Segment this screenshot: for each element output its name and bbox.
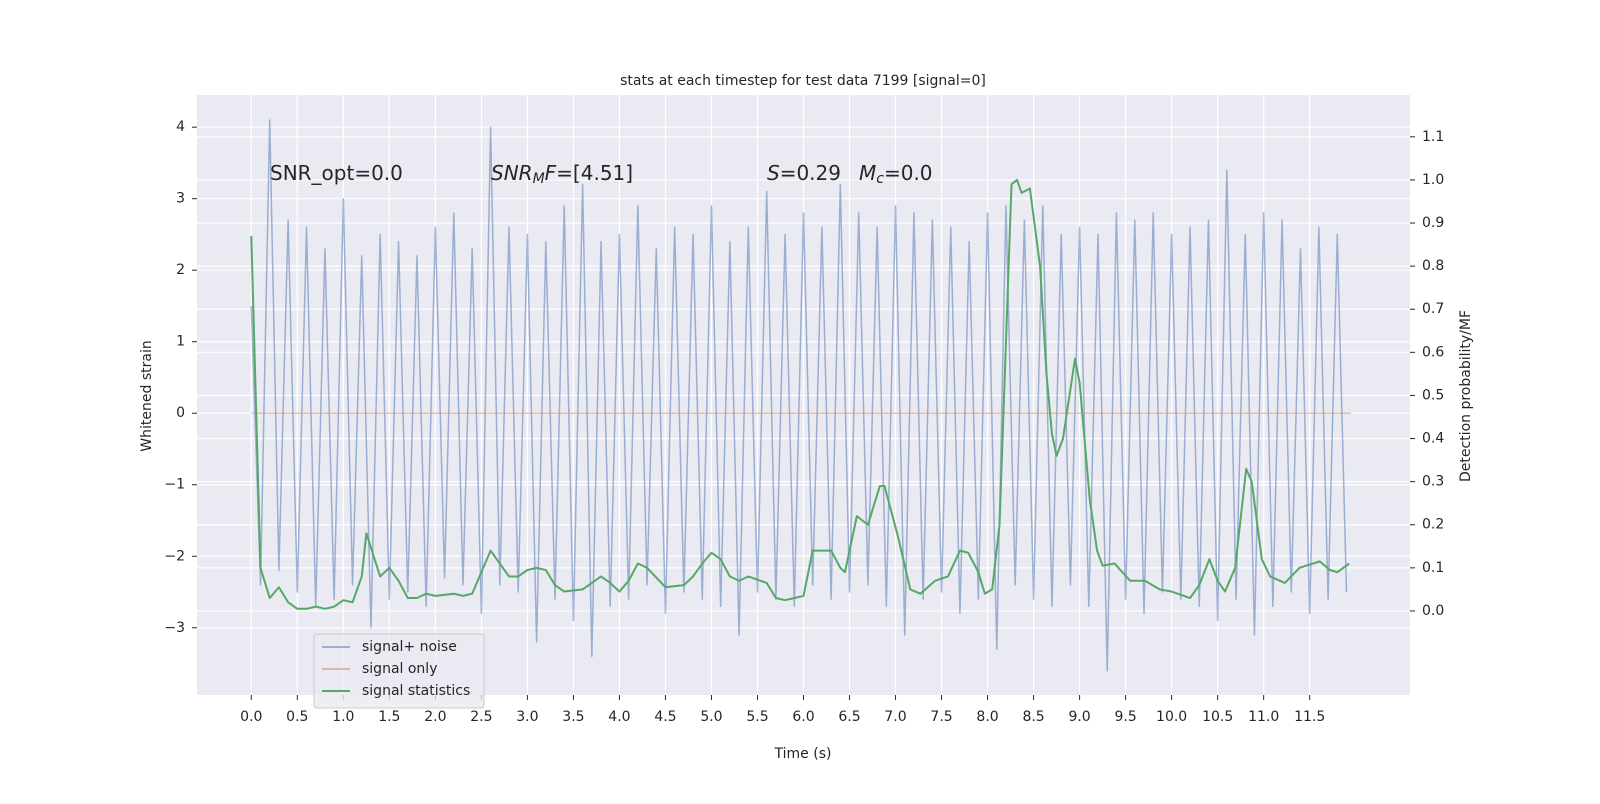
x-axis-label: Time (s) xyxy=(774,746,832,762)
y2-tick-label: 0.7 xyxy=(1422,301,1444,317)
legend-label: signal statistics xyxy=(362,683,470,699)
chart-title: stats at each timestep for test data 719… xyxy=(620,73,986,89)
annotation-sub: M xyxy=(533,171,545,187)
y-tick-label: −1 xyxy=(164,477,185,493)
y2-tick-label: 0.6 xyxy=(1422,344,1444,360)
x-tick-label: 1.5 xyxy=(378,709,400,725)
y-tick-label: 0 xyxy=(176,405,185,421)
x-tick-label: 2.5 xyxy=(470,709,492,725)
series-line xyxy=(250,119,1348,672)
annotation-text: SNR_opt=0.0 xyxy=(270,161,403,185)
annotation-text: F xyxy=(545,161,557,185)
y2-tick-label: 1.0 xyxy=(1422,172,1444,188)
y-tick-label: 4 xyxy=(176,119,185,135)
x-tick-label: 9.5 xyxy=(1114,709,1136,725)
legend-box xyxy=(313,633,485,709)
annotation-text: =[4.51] xyxy=(556,161,633,185)
x-tick-label: 1.0 xyxy=(332,709,354,725)
legend-label: signal only xyxy=(362,661,437,677)
x-tick-label: 10.5 xyxy=(1202,709,1233,725)
x-tick-label: 7.5 xyxy=(930,709,952,725)
annotation: SNR_opt=0.0 xyxy=(270,161,403,185)
annotation-text: =0.29 xyxy=(780,161,841,185)
y2-tick-label: 0.9 xyxy=(1422,215,1444,231)
annotation-text: SNR xyxy=(491,161,533,185)
x-tick-label: 11.0 xyxy=(1248,709,1279,725)
x-tick-label: 3.0 xyxy=(516,709,538,725)
x-tick-label: 8.5 xyxy=(1022,709,1044,725)
annotation: Mc=0.0 xyxy=(859,161,933,188)
y-tick-label: 2 xyxy=(176,262,185,278)
y2-tick-label: 0.4 xyxy=(1422,431,1444,447)
y-tick-label: −2 xyxy=(164,548,185,564)
annotation-sub: c xyxy=(876,171,884,187)
y2-axis-label: Detection probability/MF xyxy=(1458,310,1474,482)
legend-label: signal+ noise xyxy=(362,639,457,655)
annotation: S=0.29 xyxy=(767,161,841,185)
x-tick-label: 0.5 xyxy=(286,709,308,725)
annotation-text: =0.0 xyxy=(884,161,933,185)
y-axis-label: Whitened strain xyxy=(139,340,155,451)
x-tick-label: 0.0 xyxy=(240,709,262,725)
series-line xyxy=(250,178,1350,610)
y2-tick-label: 0.3 xyxy=(1422,474,1444,490)
x-tick-label: 8.0 xyxy=(976,709,998,725)
annotation: SNRMF=[4.51] xyxy=(491,161,633,188)
annotation-text: S xyxy=(767,161,780,185)
x-tick-label: 6.5 xyxy=(838,709,860,725)
x-tick-label: 7.0 xyxy=(884,709,906,725)
x-tick-label: 6.0 xyxy=(792,709,814,725)
y-tick-label: 3 xyxy=(176,191,185,207)
y2-tick-label: 0.1 xyxy=(1422,560,1444,576)
x-tick-label: 10.0 xyxy=(1156,709,1187,725)
y2-tick-label: 0.8 xyxy=(1422,258,1444,274)
x-tick-label: 11.5 xyxy=(1294,709,1325,725)
y2-tick-label: 0.5 xyxy=(1422,387,1444,403)
x-tick-label: 5.5 xyxy=(746,709,768,725)
x-tick-label: 4.0 xyxy=(608,709,630,725)
x-tick-label: 5.0 xyxy=(700,709,722,725)
y2-tick-label: 1.1 xyxy=(1422,129,1444,145)
annotation-text: M xyxy=(859,161,876,185)
x-tick-label: 9.0 xyxy=(1068,709,1090,725)
x-tick-label: 4.5 xyxy=(654,709,676,725)
y2-tick-label: 0.0 xyxy=(1422,603,1444,619)
y2-tick-label: 0.2 xyxy=(1422,517,1444,533)
x-tick-label: 2.0 xyxy=(424,709,446,725)
y-tick-label: 1 xyxy=(176,334,185,350)
x-tick-label: 3.5 xyxy=(562,709,584,725)
y-tick-label: −3 xyxy=(164,620,185,636)
